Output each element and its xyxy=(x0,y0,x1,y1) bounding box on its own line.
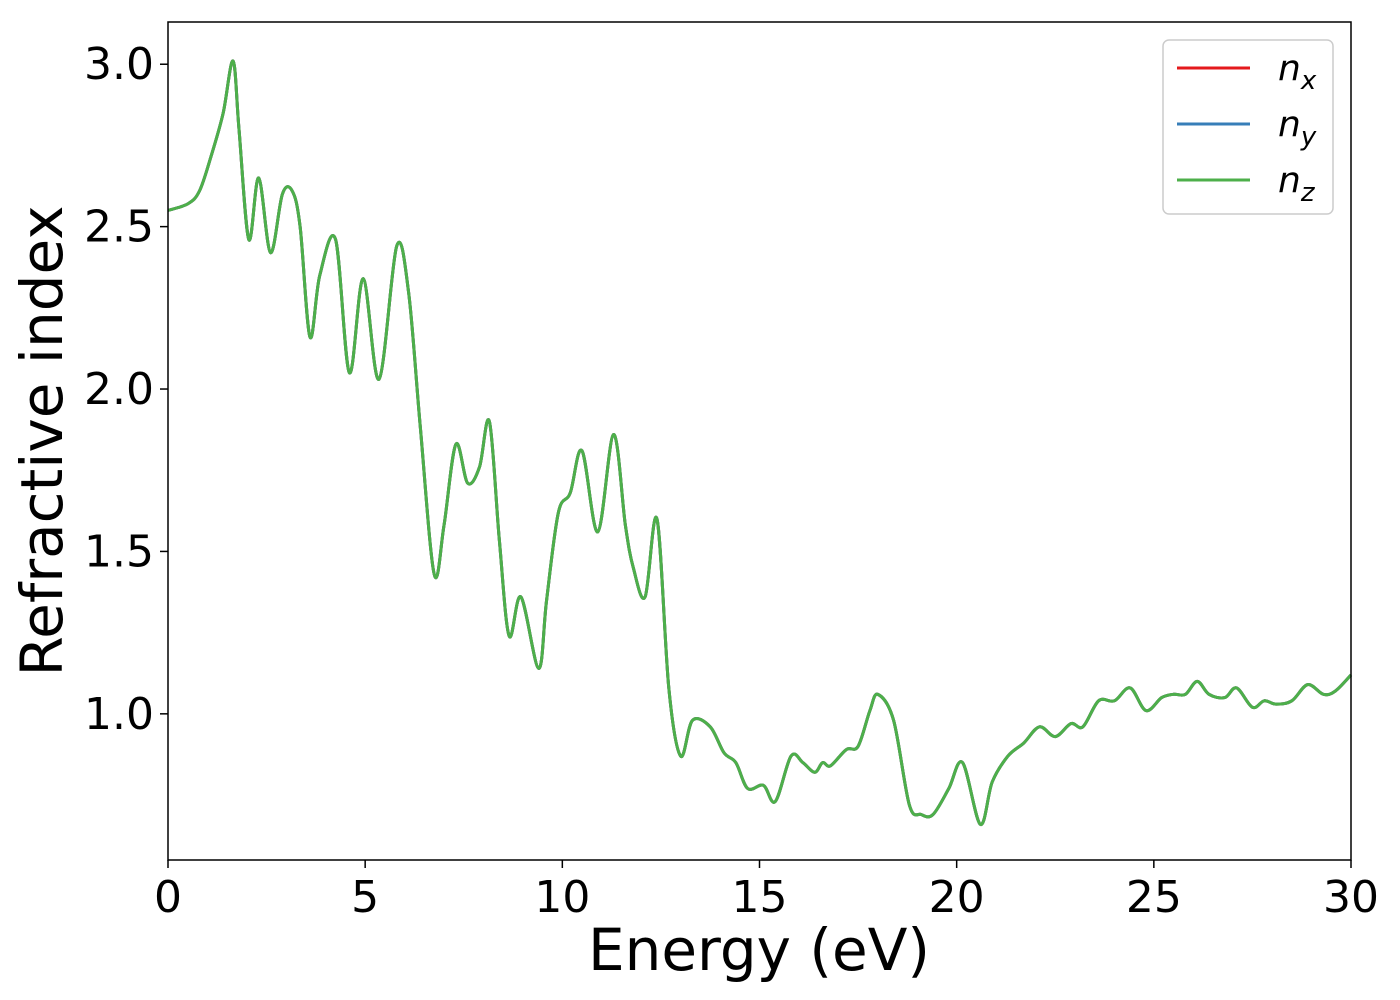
legend: nx ny nz xyxy=(1162,39,1334,215)
x-tick-label: 20 xyxy=(929,872,985,923)
x-tick-label: 30 xyxy=(1323,872,1379,923)
x-tick-label: 0 xyxy=(154,872,182,923)
x-tick-label: 10 xyxy=(534,872,590,923)
legend-label-ny: ny xyxy=(1278,104,1317,152)
legend-label-nx: nx xyxy=(1278,48,1317,96)
y-tick-label: 1.5 xyxy=(84,526,154,577)
series-layer xyxy=(167,59,1353,826)
x-tick-label: 25 xyxy=(1126,872,1182,923)
y-tick-label: 2.5 xyxy=(84,202,154,253)
x-tick-label: 15 xyxy=(732,872,788,923)
x-axis-ticks: 0 5 10 15 20 25 30 xyxy=(154,860,1379,923)
y-tick-label: 2.0 xyxy=(84,364,154,415)
x-tick-label: 5 xyxy=(351,872,379,923)
legend-label-nz: nz xyxy=(1278,160,1316,208)
x-axis-label: Energy (eV) xyxy=(588,916,930,984)
series-line-nz xyxy=(167,59,1353,826)
legend-box xyxy=(1162,39,1334,215)
y-axis-ticks: 1.0 1.5 2.0 2.5 3.0 xyxy=(84,39,168,740)
y-axis-label: Refractive index xyxy=(8,205,76,676)
y-tick-label: 1.0 xyxy=(84,689,154,740)
y-tick-label: 3.0 xyxy=(84,39,154,90)
